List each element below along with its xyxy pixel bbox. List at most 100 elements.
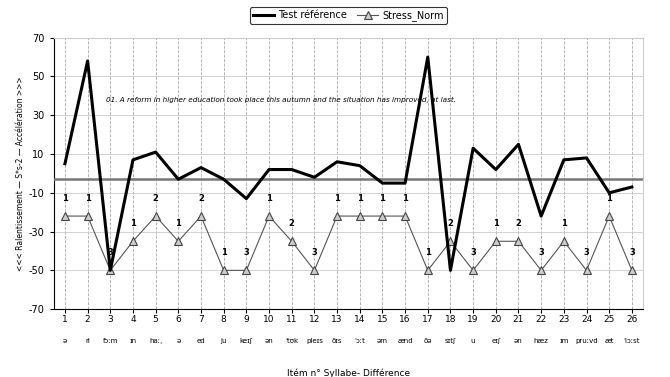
Stress_Norm	[265, 214, 273, 218]
Text: 1: 1	[402, 193, 408, 202]
Stress_Norm	[469, 268, 477, 273]
Text: ə: ə	[176, 338, 180, 344]
Test référence	[605, 190, 613, 195]
Stress_Norm	[423, 268, 431, 273]
Stress_Norm	[356, 214, 364, 218]
Stress_Norm	[582, 268, 590, 273]
Text: keɪʃ: keɪʃ	[240, 338, 253, 344]
Text: ˈɔːt: ˈɔːt	[354, 338, 365, 344]
Test référence	[84, 59, 92, 63]
Stress_Norm	[174, 239, 182, 244]
Text: ed: ed	[197, 338, 205, 344]
Line: Test référence: Test référence	[65, 57, 632, 270]
Y-axis label: <<< Ralentissement — S*s-2 — Accélération >>>: <<< Ralentissement — S*s-2 — Accélératio…	[15, 76, 25, 271]
Test référence	[423, 55, 431, 59]
Stress_Norm	[537, 268, 545, 273]
Text: hæz: hæz	[534, 338, 549, 344]
Text: pleɪs: pleɪs	[306, 338, 323, 344]
Stress_Norm	[446, 239, 454, 244]
Test référence	[492, 167, 500, 172]
Test référence	[446, 268, 454, 273]
Text: æt: æt	[604, 338, 614, 344]
Test référence	[107, 268, 115, 273]
Text: ænd: ænd	[397, 338, 413, 344]
Stress_Norm	[84, 214, 92, 218]
Test référence	[582, 156, 590, 160]
Test référence	[356, 163, 364, 168]
Text: ən: ən	[514, 338, 523, 344]
Text: ri: ri	[85, 338, 90, 344]
Text: fɔːm: fɔːm	[103, 338, 118, 344]
Stress_Norm	[605, 214, 613, 218]
Text: 1: 1	[493, 219, 498, 228]
Text: 2: 2	[289, 219, 295, 228]
Text: 1: 1	[220, 248, 226, 257]
Text: ən: ən	[265, 338, 273, 344]
Text: 01. A reform in higher education took place this autumn and the situation has im: 01. A reform in higher education took pl…	[106, 97, 456, 103]
Stress_Norm	[107, 268, 115, 273]
Test référence	[220, 177, 228, 181]
Text: u: u	[471, 338, 476, 344]
Stress_Norm	[129, 239, 137, 244]
Text: 3: 3	[312, 248, 318, 257]
Test référence	[310, 175, 318, 179]
Stress_Norm	[560, 239, 568, 244]
Text: 1: 1	[84, 193, 90, 202]
Text: 3: 3	[470, 248, 476, 257]
Text: eɪʃ: eɪʃ	[491, 338, 500, 344]
Test référence	[560, 158, 568, 162]
Text: sɪtʃ: sɪtʃ	[445, 338, 456, 344]
Stress_Norm	[61, 214, 69, 218]
Stress_Norm	[333, 214, 341, 218]
Test référence	[379, 181, 387, 185]
Text: 2: 2	[198, 193, 204, 202]
Text: 3: 3	[107, 248, 113, 257]
Stress_Norm	[310, 268, 318, 273]
Text: pruːvd: pruːvd	[576, 338, 598, 344]
Test référence	[197, 166, 205, 170]
Test référence	[628, 185, 636, 189]
Text: 1: 1	[561, 219, 567, 228]
Test référence	[61, 161, 69, 166]
Text: ðɪs: ðɪs	[332, 338, 342, 344]
Text: Itém n° Syllabe- Différence: Itém n° Syllabe- Différence	[287, 369, 410, 377]
Test référence	[515, 142, 523, 147]
Text: əm: əm	[377, 338, 388, 344]
Stress_Norm	[401, 214, 409, 218]
Test référence	[174, 177, 182, 181]
Text: ɪn: ɪn	[129, 338, 137, 344]
Stress_Norm	[243, 268, 251, 273]
Text: 1: 1	[176, 219, 182, 228]
Test référence	[287, 167, 295, 172]
Text: 3: 3	[538, 248, 544, 257]
Text: 1: 1	[357, 193, 362, 202]
Stress_Norm	[515, 239, 523, 244]
Legend: Test référence, Stress_Norm: Test référence, Stress_Norm	[250, 7, 447, 24]
Text: ə: ə	[63, 338, 67, 344]
Text: haːˌ: haːˌ	[149, 338, 162, 344]
Text: 3: 3	[629, 248, 634, 257]
Text: ðə: ðə	[423, 338, 432, 344]
Test référence	[537, 214, 545, 218]
Stress_Norm	[197, 214, 205, 218]
Stress_Norm	[379, 214, 387, 218]
Stress_Norm	[287, 239, 295, 244]
Line: Stress_Norm: Stress_Norm	[61, 212, 636, 274]
Stress_Norm	[220, 268, 228, 273]
Test référence	[129, 158, 137, 162]
Text: 2: 2	[153, 193, 159, 202]
Text: 3: 3	[243, 248, 249, 257]
Text: 1: 1	[425, 248, 431, 257]
Stress_Norm	[151, 214, 159, 218]
Test référence	[401, 181, 409, 185]
Text: ˈlɔːst: ˈlɔːst	[624, 338, 640, 344]
Text: 1: 1	[266, 193, 272, 202]
Test référence	[265, 167, 273, 172]
Test référence	[333, 159, 341, 164]
Text: ˈtʊk: ˈtʊk	[285, 338, 298, 344]
Text: 3: 3	[584, 248, 590, 257]
Text: ju: ju	[220, 338, 227, 344]
Stress_Norm	[628, 268, 636, 273]
Test référence	[243, 196, 251, 201]
Text: ɪm: ɪm	[559, 338, 569, 344]
